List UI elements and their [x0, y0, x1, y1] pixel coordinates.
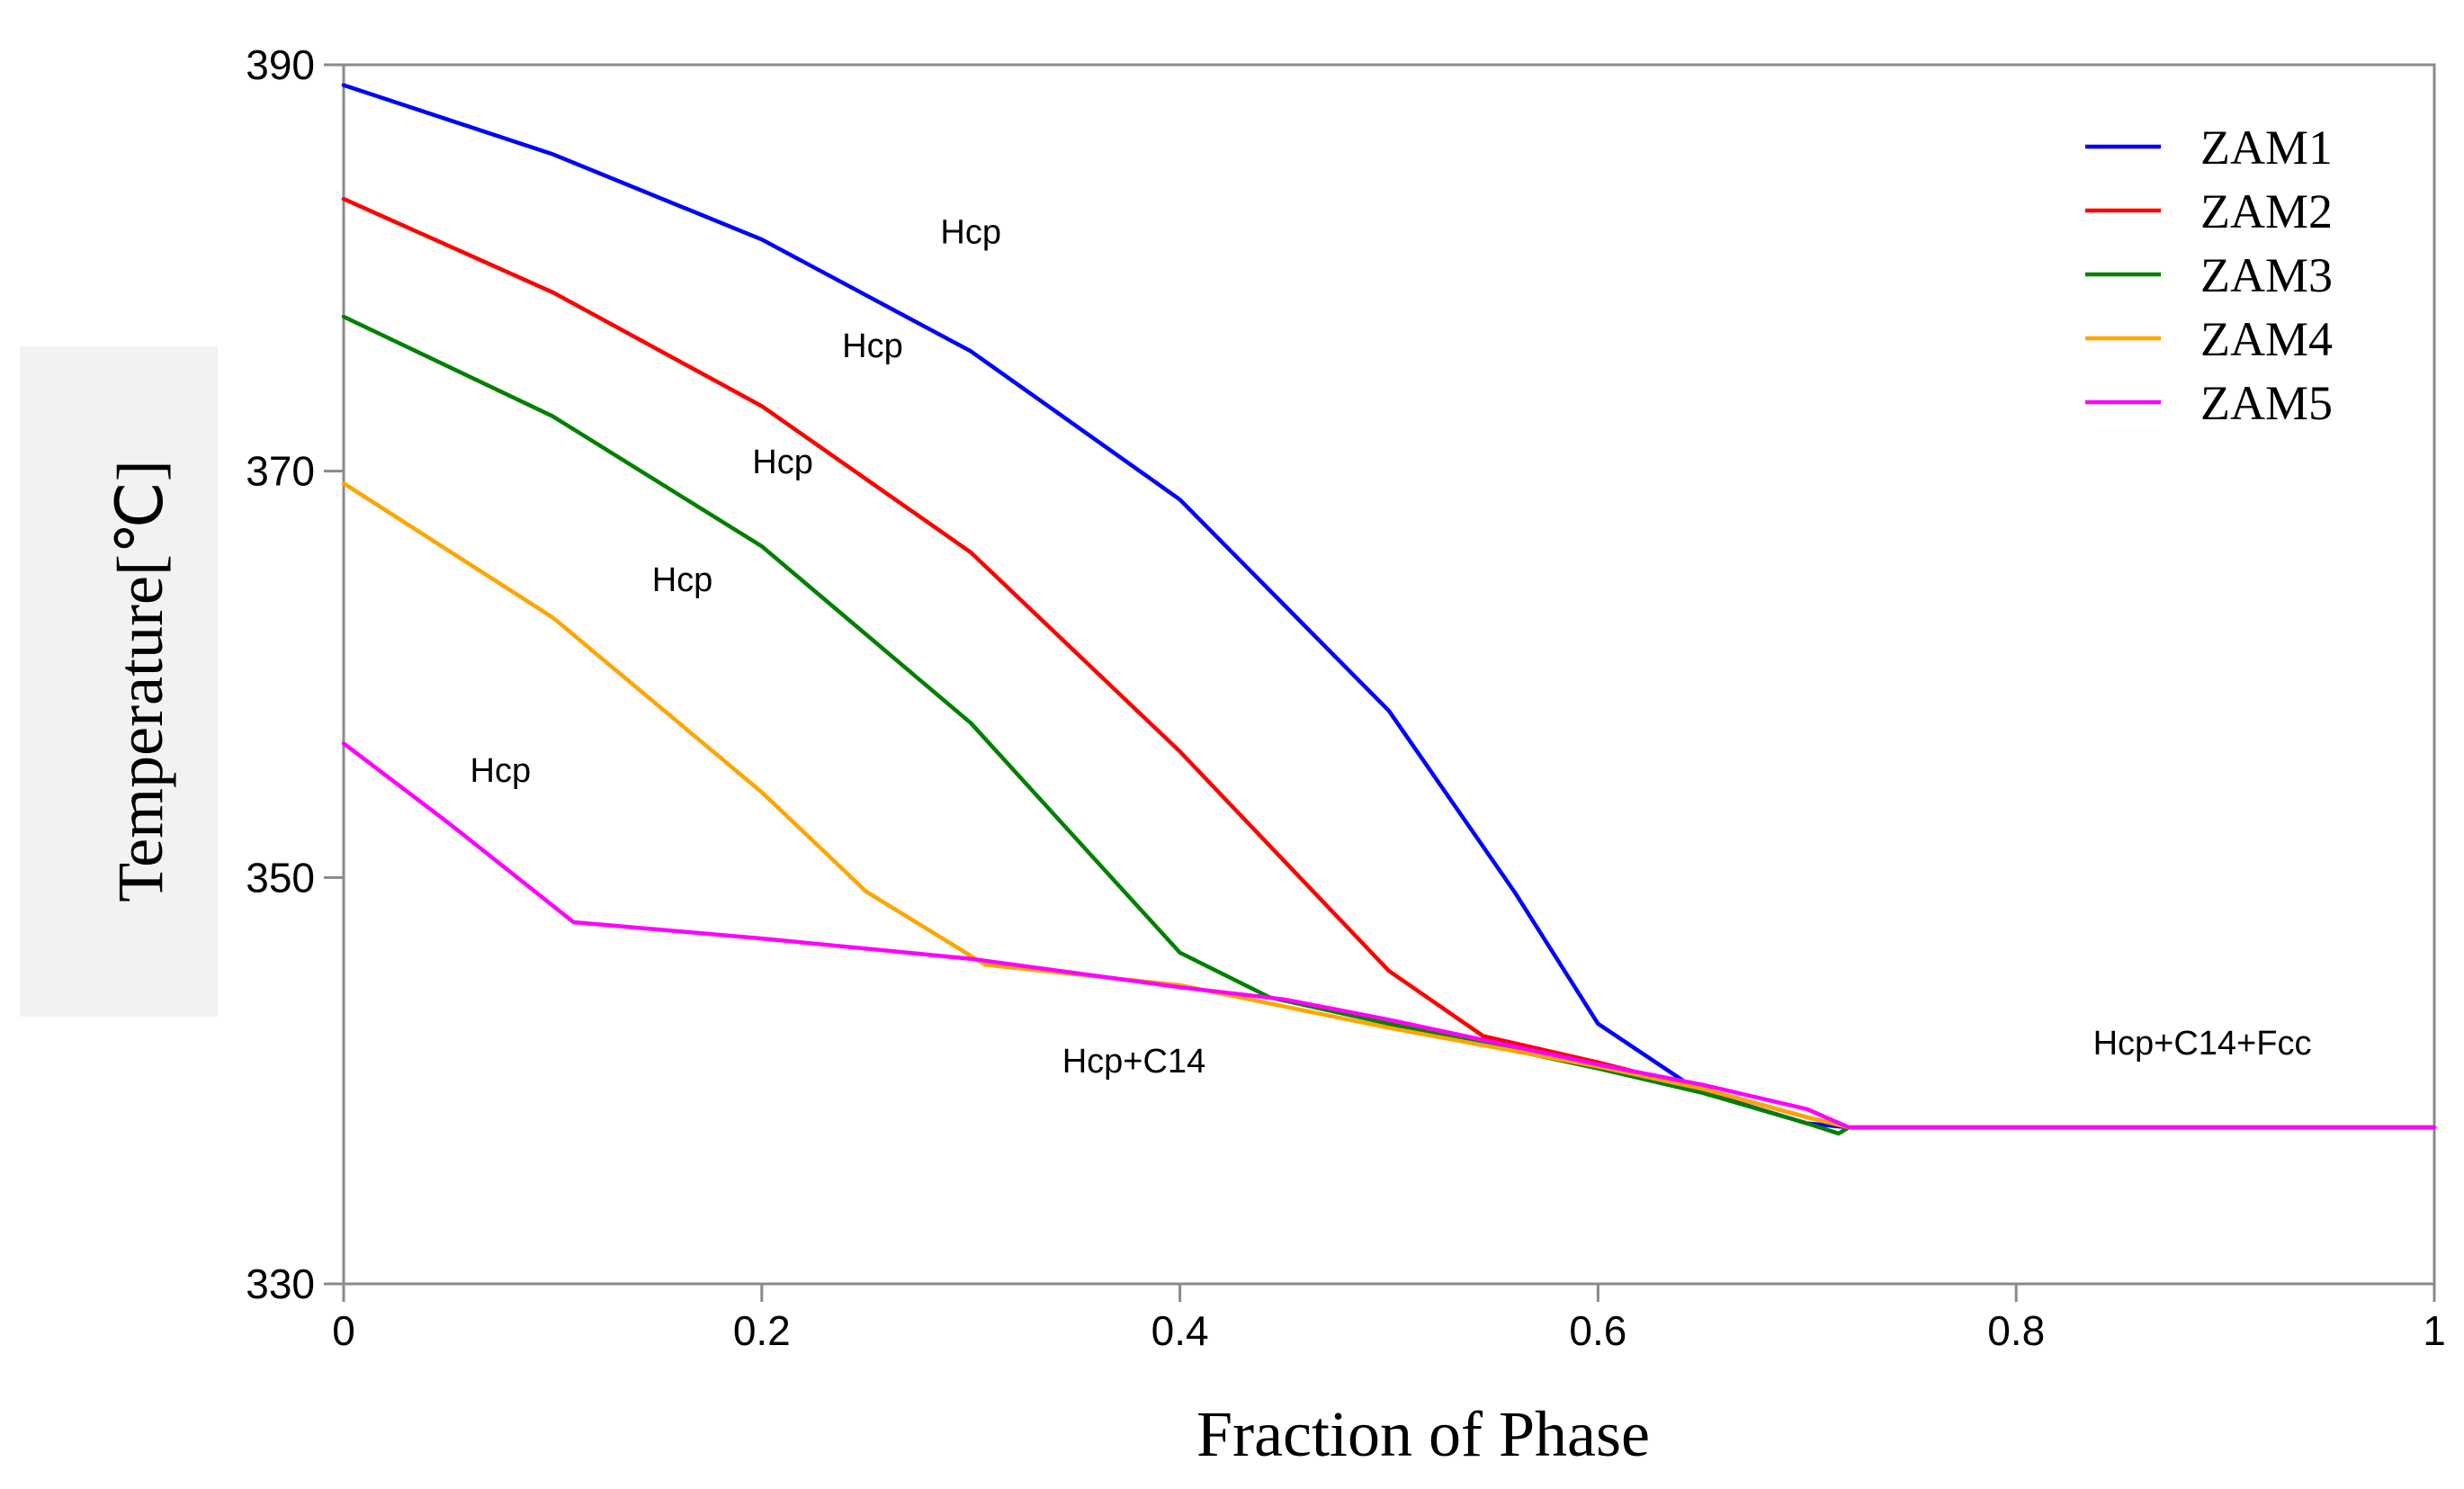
legend-label-zam1: ZAM1 [2200, 121, 2333, 175]
x-tick-label: 0 [332, 1307, 355, 1354]
y-tick-label: 390 [246, 41, 315, 88]
series-lines [341, 83, 2437, 1136]
y-axis-ticks: 330 350 370 390 [246, 41, 344, 1307]
series-line-zam5 [341, 741, 2437, 1130]
series-line-zam4 [341, 480, 2437, 1130]
legend-label-zam2: ZAM2 [2200, 184, 2333, 238]
y-axis-title: Temperature[℃] [104, 460, 176, 902]
y-tick-label: 370 [246, 448, 315, 495]
x-axis-ticks: 0 0.2 0.4 0.6 0.8 1 [332, 1284, 2446, 1354]
legend-label-zam5: ZAM5 [2200, 376, 2333, 430]
phase-label: Hcp+C14 [1062, 1043, 1205, 1081]
phase-label: Hcp+C14+Fcc [2093, 1025, 2312, 1063]
y-tick-label: 350 [246, 854, 315, 901]
phase-label: Hcp [940, 214, 1001, 252]
x-tick-label: 0.2 [733, 1307, 791, 1354]
legend-label-zam4: ZAM4 [2200, 312, 2333, 366]
legend: ZAM1 ZAM2 ZAM3 ZAM4 ZAM5 [2085, 121, 2333, 430]
x-tick-label: 0.4 [1151, 1307, 1209, 1354]
plot-frame [342, 63, 2436, 1286]
phase-label: Hcp [842, 327, 903, 365]
phase-label: Hcp [752, 444, 813, 481]
x-tick-label: 0.6 [1569, 1307, 1626, 1354]
x-axis-title: Fraction of Phase [1196, 1398, 1650, 1470]
legend-label-zam3: ZAM3 [2200, 248, 2333, 302]
phase-label: Hcp [470, 752, 532, 790]
y-axis-title-background [20, 346, 218, 1017]
x-tick-label: 0.8 [1987, 1307, 2045, 1354]
x-tick-label: 1 [2423, 1307, 2446, 1354]
phase-annotations: Hcp Hcp Hcp Hcp Hcp Hcp+C14 Hcp+C14+Fcc [470, 214, 2312, 1081]
series-line-zam3 [341, 314, 2437, 1136]
y-tick-label: 330 [246, 1260, 315, 1307]
phase-label: Hcp [652, 561, 713, 599]
